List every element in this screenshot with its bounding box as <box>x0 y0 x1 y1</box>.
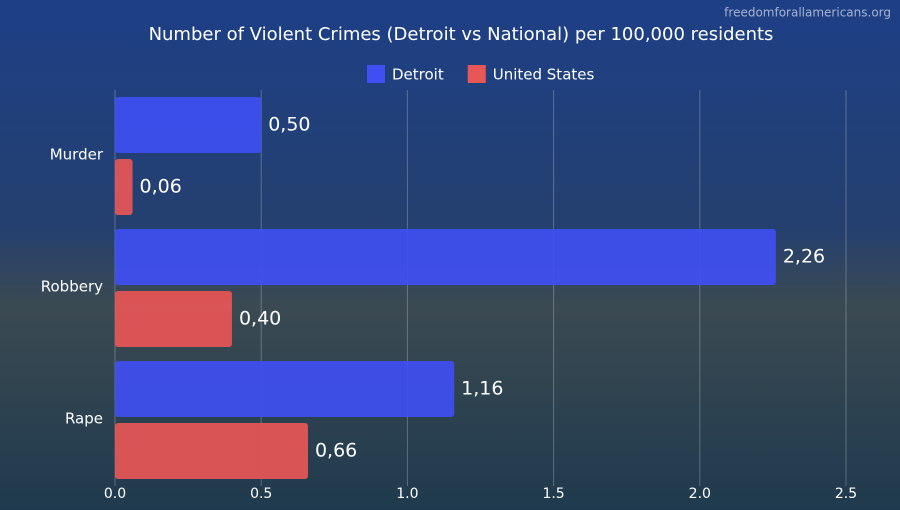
x-tick-label: 0.0 <box>104 486 126 502</box>
bar <box>115 361 455 417</box>
y-tick-label: Robbery <box>41 278 103 296</box>
value-label: 0,66 <box>315 440 357 462</box>
x-tick-label: 1.0 <box>396 486 418 502</box>
source: freedomforallamericans.org <box>724 6 891 20</box>
value-label: 0,06 <box>140 176 182 198</box>
y-tick-label: Murder <box>50 146 104 164</box>
legend-label: United States <box>493 66 595 84</box>
bar <box>115 291 232 347</box>
x-tick-label: 1.5 <box>542 486 564 502</box>
chart-title: Number of Violent Crimes (Detroit vs Nat… <box>149 24 774 45</box>
value-label: 0,40 <box>239 308 281 330</box>
legend-swatch <box>367 65 385 83</box>
bar <box>115 229 776 285</box>
x-tick-label: 2.5 <box>835 486 857 502</box>
value-label: 1,16 <box>461 378 503 400</box>
legend-swatch <box>467 65 486 83</box>
bar <box>115 97 262 153</box>
bar <box>115 159 133 215</box>
value-label: 0,50 <box>268 114 310 136</box>
x-tick-label: 2.0 <box>689 486 711 502</box>
y-tick-label: Rape <box>65 410 103 428</box>
bar <box>115 423 308 479</box>
value-label: 2,26 <box>783 246 825 268</box>
legend-label: Detroit <box>392 66 444 84</box>
x-tick-label: 0.5 <box>250 486 272 502</box>
